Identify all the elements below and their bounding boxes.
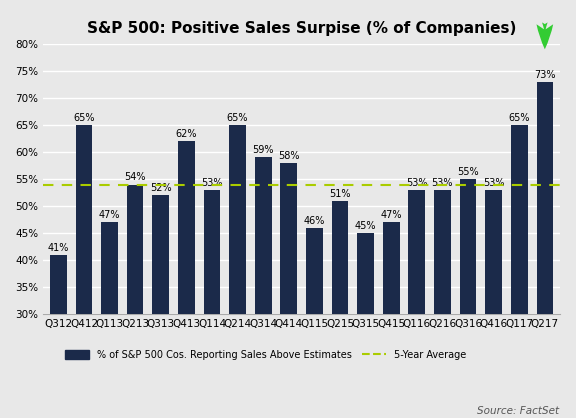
Text: 47%: 47%: [99, 210, 120, 220]
Bar: [357, 233, 374, 418]
Text: 41%: 41%: [48, 242, 69, 252]
Text: 62%: 62%: [176, 129, 197, 139]
Bar: [101, 222, 118, 418]
Text: 47%: 47%: [381, 210, 402, 220]
Bar: [383, 222, 400, 418]
Bar: [75, 125, 92, 418]
Bar: [204, 190, 220, 418]
Text: 53%: 53%: [201, 178, 223, 188]
Text: 65%: 65%: [227, 113, 248, 123]
Bar: [486, 190, 502, 418]
Text: 65%: 65%: [509, 113, 530, 123]
Bar: [127, 184, 143, 418]
Legend: % of S&P 500 Cos. Reporting Sales Above Estimates, 5-Year Average: % of S&P 500 Cos. Reporting Sales Above …: [61, 346, 470, 363]
Bar: [460, 179, 476, 418]
Text: 54%: 54%: [124, 172, 146, 182]
Text: 46%: 46%: [304, 216, 325, 226]
Bar: [50, 255, 67, 418]
Text: 53%: 53%: [406, 178, 427, 188]
Text: 52%: 52%: [150, 183, 172, 193]
Text: 58%: 58%: [278, 151, 300, 161]
Text: 45%: 45%: [355, 221, 376, 231]
Bar: [153, 195, 169, 418]
Bar: [178, 141, 195, 418]
Text: Source: FactSet: Source: FactSet: [476, 406, 559, 416]
Bar: [408, 190, 425, 418]
Bar: [536, 82, 553, 418]
Text: 55%: 55%: [457, 167, 479, 177]
Bar: [306, 228, 323, 418]
Text: 51%: 51%: [329, 189, 351, 199]
Bar: [511, 125, 528, 418]
Text: 59%: 59%: [252, 145, 274, 155]
Bar: [434, 190, 451, 418]
Bar: [229, 125, 246, 418]
Bar: [255, 158, 271, 418]
Bar: [281, 163, 297, 418]
Text: 53%: 53%: [483, 178, 505, 188]
Text: 65%: 65%: [73, 113, 94, 123]
Title: S&P 500: Positive Sales Surpise (% of Companies): S&P 500: Positive Sales Surpise (% of Co…: [87, 21, 516, 36]
Text: 53%: 53%: [431, 178, 453, 188]
Text: 73%: 73%: [534, 70, 556, 80]
Bar: [332, 201, 348, 418]
